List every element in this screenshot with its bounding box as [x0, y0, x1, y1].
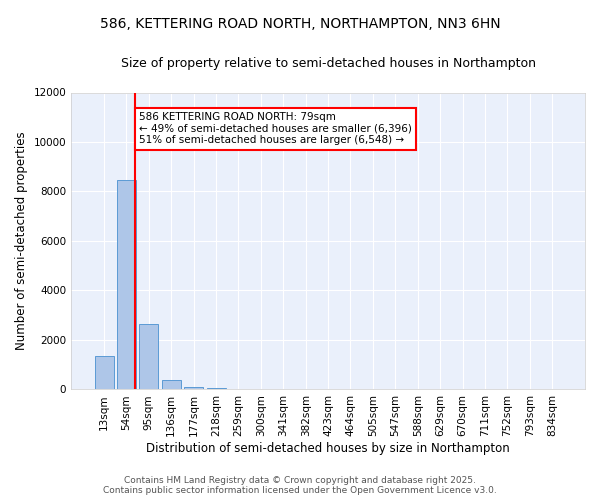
- Bar: [95, 356, 113, 390]
- Y-axis label: Number of semi-detached properties: Number of semi-detached properties: [15, 132, 28, 350]
- Text: Contains HM Land Registry data © Crown copyright and database right 2025.
Contai: Contains HM Land Registry data © Crown c…: [103, 476, 497, 495]
- X-axis label: Distribution of semi-detached houses by size in Northampton: Distribution of semi-detached houses by …: [146, 442, 510, 455]
- Title: Size of property relative to semi-detached houses in Northampton: Size of property relative to semi-detach…: [121, 58, 536, 70]
- Bar: [184, 386, 203, 390]
- Bar: [117, 180, 136, 390]
- Bar: [206, 388, 226, 390]
- Text: 586 KETTERING ROAD NORTH: 79sqm
← 49% of semi-detached houses are smaller (6,396: 586 KETTERING ROAD NORTH: 79sqm ← 49% of…: [139, 112, 412, 146]
- Text: 586, KETTERING ROAD NORTH, NORTHAMPTON, NN3 6HN: 586, KETTERING ROAD NORTH, NORTHAMPTON, …: [100, 18, 500, 32]
- Bar: [139, 324, 158, 390]
- Bar: [162, 380, 181, 390]
